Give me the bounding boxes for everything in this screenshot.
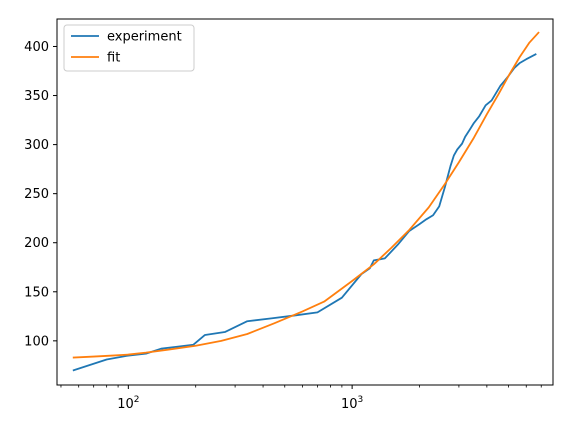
x-tick-label-exponent: 2 xyxy=(134,395,140,405)
legend-label-experiment: experiment xyxy=(107,30,182,45)
series-line-experiment xyxy=(72,53,537,372)
x-tick-label-base: 10 xyxy=(341,397,358,412)
y-tick-label: 300 xyxy=(24,138,49,153)
x-tick-label: 103 xyxy=(341,395,363,412)
y-tick-label: 100 xyxy=(24,334,49,349)
axes-frame xyxy=(56,18,554,386)
y-tick-label: 350 xyxy=(24,89,49,104)
series-layer xyxy=(72,31,540,372)
x-tick-label-base: 10 xyxy=(117,397,134,412)
y-tick-label: 250 xyxy=(24,187,49,202)
y-tick-label: 200 xyxy=(24,236,49,251)
series-line-fit xyxy=(72,31,540,359)
legend-label-fit: fit xyxy=(107,51,120,66)
legend: experiment fit xyxy=(63,24,195,72)
x-tick-label: 102 xyxy=(117,395,139,412)
plot-area-background xyxy=(57,19,553,385)
y-tick-label: 150 xyxy=(24,285,49,300)
y-tick-label: 400 xyxy=(24,40,49,55)
x-tick-label-exponent: 3 xyxy=(358,395,364,405)
